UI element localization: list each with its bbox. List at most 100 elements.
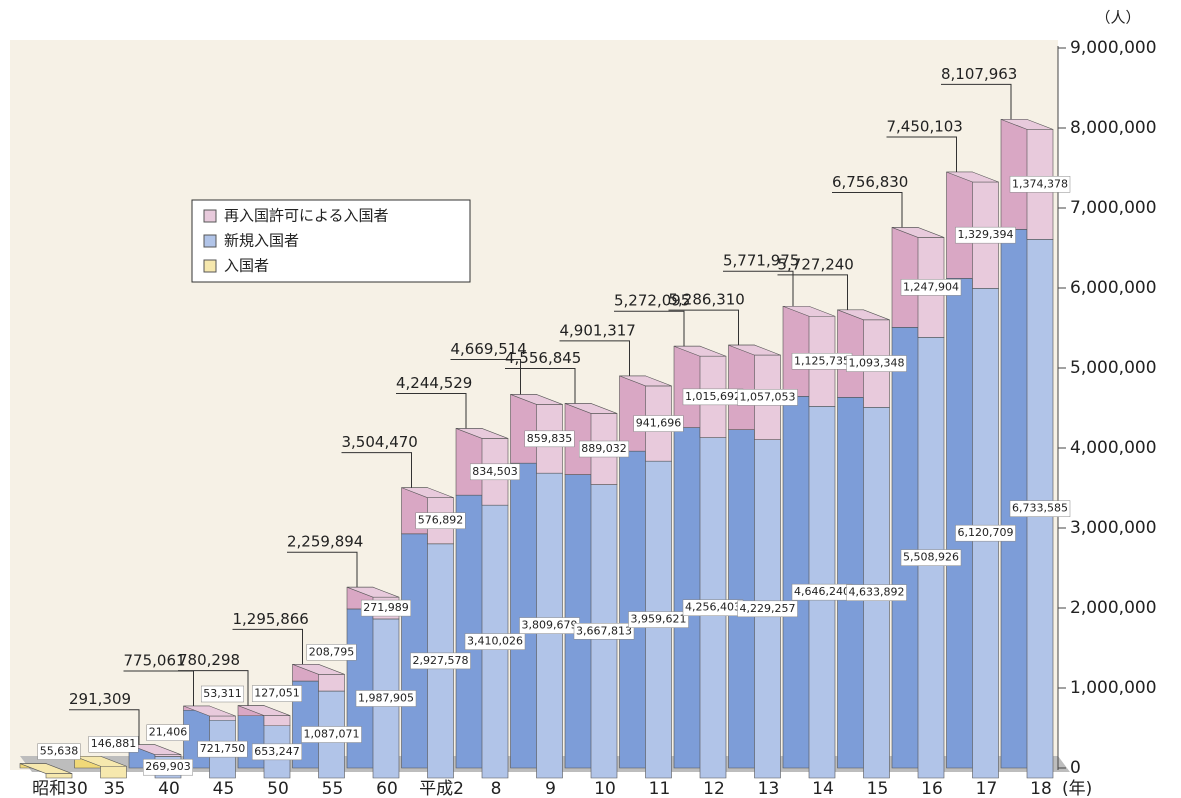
value-label-box (579, 440, 629, 458)
value-label: 1,093,348 (849, 357, 905, 370)
value-label: 859,835 (527, 432, 573, 445)
value-label-box (143, 758, 193, 776)
y-tick-label: 8,000,000 (1070, 118, 1157, 138)
total-label: 8,107,963 (941, 65, 1017, 83)
x-tick-label: 17 (976, 779, 998, 798)
bar-top (455, 428, 509, 439)
total-label: 4,669,514 (451, 340, 527, 358)
y-tick-label: 4,000,000 (1070, 438, 1157, 458)
total-leader (232, 628, 303, 665)
x-tick-label: 55 (322, 779, 344, 798)
x-tick-label: 9 (545, 779, 556, 798)
value-label: 1,087,071 (304, 728, 360, 741)
total-leader (396, 392, 467, 429)
value-label: 834,503 (472, 465, 518, 478)
value-label-box (573, 623, 635, 640)
value-label-box (252, 685, 302, 702)
value-label-box (900, 279, 962, 296)
value-label: 3,667,813 (576, 624, 632, 637)
value-label: 3,809,679 (522, 619, 578, 632)
value-label-box (37, 743, 81, 760)
bar-top (619, 375, 672, 387)
legend-label: 再入国許可による入国者 (224, 207, 389, 225)
value-label: 6,733,585 (1012, 502, 1068, 515)
y-tick-label: 7,000,000 (1070, 198, 1157, 218)
total-leader (559, 340, 630, 376)
y-tick-label: 2,000,000 (1070, 598, 1157, 618)
total-label: 5,286,310 (669, 291, 745, 309)
value-label-box (955, 226, 1016, 244)
total-leader (287, 551, 358, 588)
x-unit: (年) (1062, 779, 1092, 798)
value-label: 889,032 (581, 442, 627, 455)
value-label-box (201, 685, 244, 703)
value-label: 653,247 (254, 745, 300, 758)
value-label-box (197, 740, 248, 758)
total-label: 1,295,866 (233, 610, 309, 628)
value-label: 53,311 (203, 687, 242, 700)
value-label: 6,120,709 (958, 526, 1014, 539)
value-label: 3,959,621 (631, 613, 687, 626)
bar-top (728, 344, 781, 356)
total-label: 4,244,529 (396, 374, 472, 392)
total-leader (614, 310, 685, 347)
value-label: 269,903 (145, 760, 191, 773)
x-tick-label: 8 (491, 779, 502, 798)
value-label-box (146, 724, 190, 741)
legend (191, 199, 471, 283)
value-label: 1,125,735 (794, 354, 850, 367)
x-tick-label: 10 (594, 779, 616, 798)
legend-label: 新規入国者 (224, 232, 299, 250)
value-label-box (301, 726, 362, 743)
x-tick-label: 18 (1030, 779, 1052, 798)
value-label: 208,795 (309, 645, 355, 658)
total-label: 775,061 (124, 651, 186, 669)
value-label-box (415, 512, 466, 529)
bar-top (346, 586, 400, 598)
total-label: 5,272,095 (614, 292, 690, 310)
value-label: 55,638 (40, 745, 79, 758)
y-unit: （人） (1095, 9, 1140, 27)
legend-swatch (203, 259, 217, 273)
bar-top (564, 403, 618, 414)
x-tick-label: 15 (867, 779, 889, 798)
legend-swatch (203, 234, 217, 248)
value-label: 146,881 (91, 737, 137, 750)
total-label: 3,504,470 (342, 433, 418, 451)
value-label: 271,989 (363, 601, 409, 614)
total-leader (777, 274, 848, 310)
total-label: 6,756,830 (832, 173, 908, 191)
bar-top (74, 755, 127, 767)
y-tick-label: 5,000,000 (1070, 358, 1157, 378)
value-label: 21,406 (149, 726, 188, 739)
value-label: 1,015,692 (685, 390, 741, 403)
x-tick-label: 昭和30 (32, 779, 88, 798)
value-label-box (1009, 500, 1071, 517)
x-tick-label: 13 (758, 779, 780, 798)
y-tick-label: 3,000,000 (1070, 518, 1157, 538)
total-leader (505, 367, 576, 404)
x-tick-label: 40 (158, 779, 180, 798)
x-tick-label: 50 (267, 779, 289, 798)
total-label: 780,298 (178, 651, 240, 669)
total-label: 5,727,240 (778, 255, 854, 273)
total-leader (450, 358, 521, 395)
total-leader (341, 452, 412, 488)
value-label-box (737, 389, 798, 406)
total-leader (832, 191, 903, 228)
value-label-box (355, 690, 417, 707)
y-tick-label: 6,000,000 (1070, 278, 1157, 298)
value-label: 4,646,240 (794, 585, 850, 598)
total-leader (941, 83, 1012, 120)
value-label-box (955, 524, 1016, 542)
bar-top (891, 227, 945, 238)
total-label: 5,771,975 (723, 252, 799, 270)
value-label-box (306, 644, 357, 661)
bar-top (1000, 119, 1054, 130)
value-label-box (464, 633, 526, 650)
value-label-box (737, 600, 798, 618)
total-label: 7,450,103 (887, 117, 963, 135)
value-label: 1,987,905 (358, 691, 414, 704)
bar-top (292, 664, 345, 675)
